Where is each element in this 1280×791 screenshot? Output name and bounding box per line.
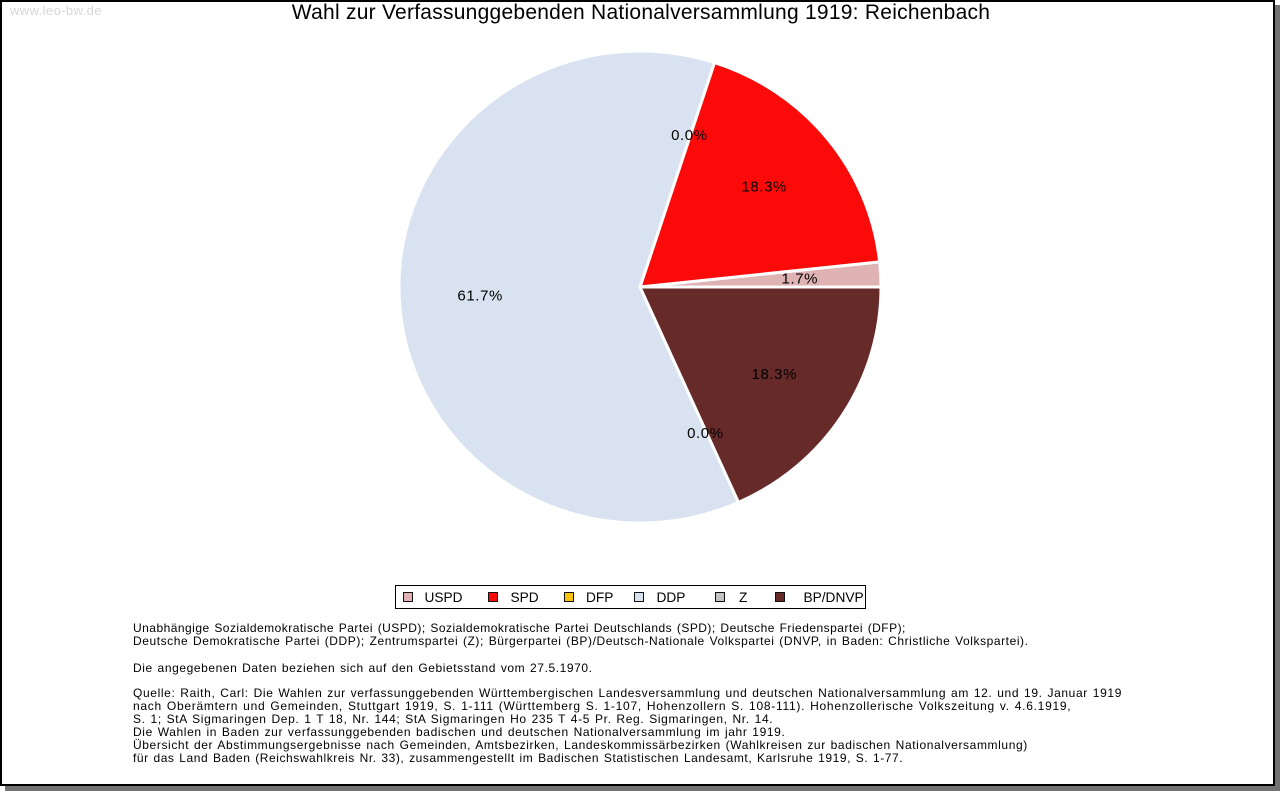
svg-text:0.0%: 0.0%	[671, 127, 708, 144]
svg-text:0.0%: 0.0%	[687, 425, 724, 442]
svg-text:18.3%: 18.3%	[752, 366, 798, 383]
svg-text:61.7%: 61.7%	[457, 288, 503, 305]
svg-text:18.3%: 18.3%	[741, 178, 787, 195]
svg-text:1.7%: 1.7%	[782, 271, 819, 288]
